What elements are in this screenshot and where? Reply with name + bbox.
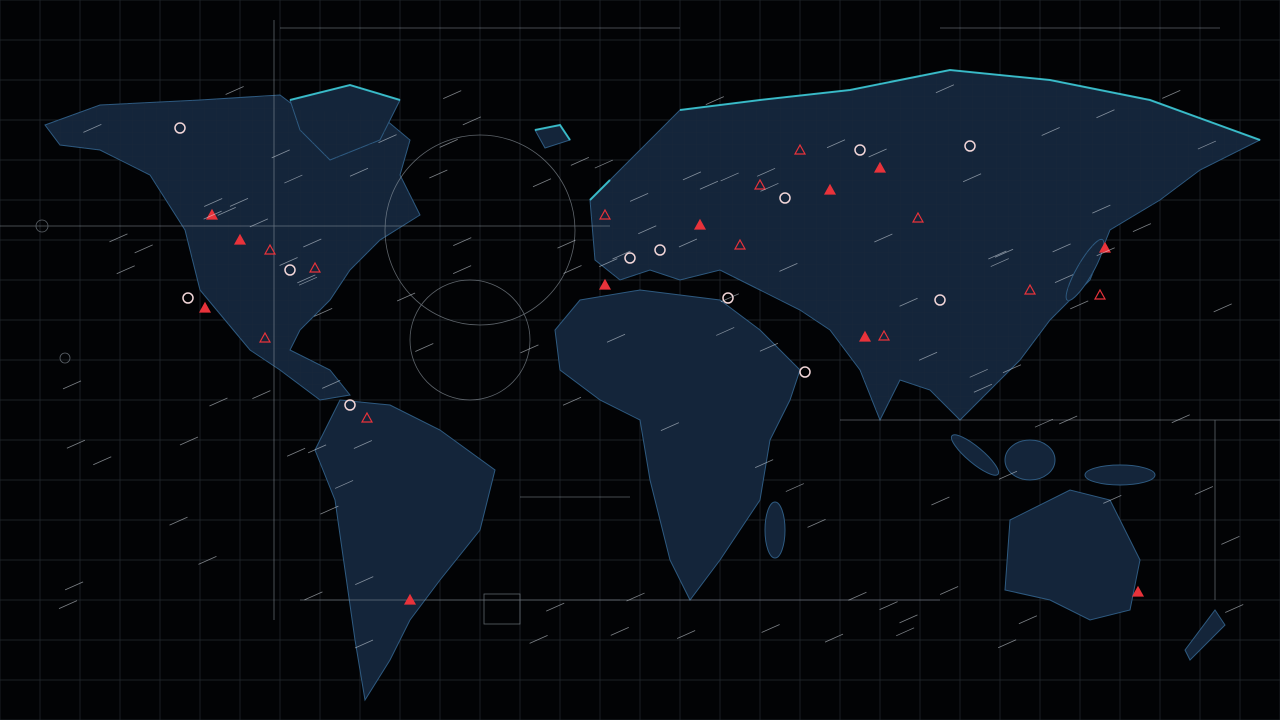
new-guinea: [1085, 465, 1155, 485]
borneo: [1005, 440, 1055, 480]
madagascar: [765, 502, 785, 558]
